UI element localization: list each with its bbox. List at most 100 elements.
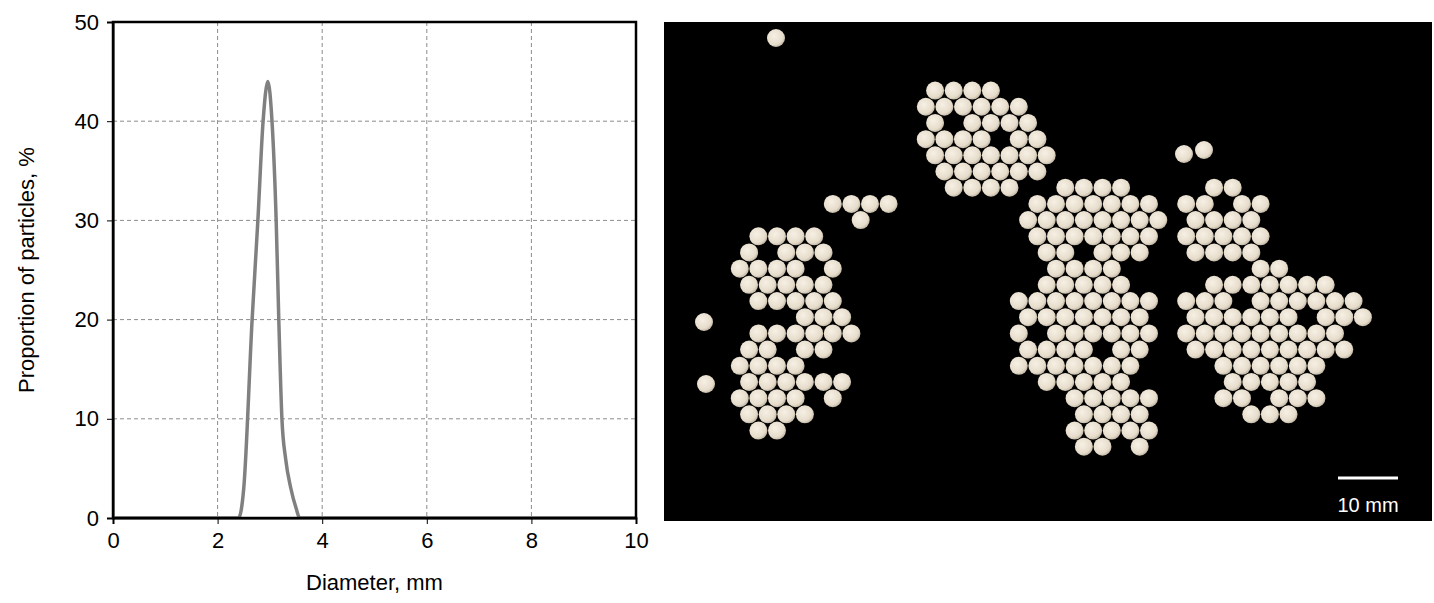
bead — [1224, 179, 1242, 197]
bead — [1094, 211, 1112, 229]
bead — [1307, 357, 1325, 375]
bead — [1047, 292, 1065, 310]
grid-line-x — [531, 22, 532, 518]
bead — [1326, 292, 1344, 310]
y-tick-label: 50 — [75, 10, 99, 35]
bead — [1270, 389, 1288, 407]
bead — [982, 146, 1000, 164]
bead — [1280, 276, 1298, 294]
bead — [1028, 292, 1046, 310]
y-axis-title: Proportion of particles, % — [14, 147, 39, 393]
bead — [1038, 373, 1056, 391]
grid-line-y — [113, 319, 636, 320]
bead — [945, 146, 963, 164]
bead — [1307, 389, 1325, 407]
x-tick: 8 — [526, 518, 538, 553]
bead — [1140, 324, 1158, 342]
bead — [1233, 324, 1251, 342]
bead — [1038, 341, 1056, 359]
bead — [1103, 292, 1121, 310]
bead — [1028, 163, 1046, 181]
bead — [731, 260, 749, 278]
bead — [935, 98, 953, 116]
scale-bar-label: 10 mm — [1337, 494, 1398, 516]
distribution-line — [113, 82, 636, 518]
bead — [1010, 163, 1028, 181]
bead — [768, 292, 786, 310]
bead — [1066, 324, 1084, 342]
bead — [796, 373, 814, 391]
bead — [1317, 341, 1335, 359]
bead — [917, 98, 935, 116]
bead — [861, 195, 879, 213]
bead — [777, 405, 795, 423]
bead — [954, 130, 972, 148]
bead — [1280, 373, 1298, 391]
bead — [1112, 211, 1130, 229]
bead — [1177, 324, 1195, 342]
bead — [1270, 260, 1288, 278]
scale-bar — [1338, 477, 1398, 480]
y-tick-label: 20 — [75, 307, 99, 332]
bead — [695, 313, 713, 331]
bead — [1112, 308, 1130, 326]
bead — [1214, 227, 1232, 245]
bead — [1326, 324, 1344, 342]
bead — [1019, 308, 1037, 326]
bead — [749, 324, 767, 342]
bead — [1280, 341, 1298, 359]
bead — [1112, 373, 1130, 391]
bead — [1010, 292, 1028, 310]
bead — [1354, 308, 1372, 326]
bead — [852, 211, 870, 229]
bead — [926, 114, 944, 132]
bead — [1019, 114, 1037, 132]
bead — [1121, 324, 1139, 342]
bead — [1270, 357, 1288, 375]
bead — [1175, 145, 1193, 163]
bead — [1038, 211, 1056, 229]
bead — [1103, 389, 1121, 407]
x-tick-label: 8 — [526, 528, 538, 553]
beads — [695, 29, 1372, 456]
x-axis-line — [114, 519, 637, 525]
bead — [1233, 357, 1251, 375]
bead — [768, 324, 786, 342]
bead — [880, 195, 898, 213]
bead — [768, 260, 786, 278]
bead — [1224, 308, 1242, 326]
bead — [1242, 243, 1260, 261]
bead — [1066, 260, 1084, 278]
bead — [787, 227, 805, 245]
bead — [787, 357, 805, 375]
bead — [833, 373, 851, 391]
x-tick: 10 — [624, 518, 648, 553]
bead — [759, 276, 777, 294]
bead — [1242, 341, 1260, 359]
bead — [1075, 438, 1093, 456]
bead — [1131, 211, 1149, 229]
bead — [1028, 130, 1046, 148]
bead — [1252, 292, 1270, 310]
bead — [1177, 227, 1195, 245]
bead — [1084, 260, 1102, 278]
bead — [1214, 357, 1232, 375]
bead — [1140, 389, 1158, 407]
bead — [1298, 276, 1316, 294]
bead — [1010, 130, 1028, 148]
bead — [1066, 292, 1084, 310]
bead — [1075, 373, 1093, 391]
bead — [1270, 292, 1288, 310]
bead — [1317, 308, 1335, 326]
y-tick: 20 — [75, 307, 113, 332]
bead — [1038, 243, 1056, 261]
bead — [1121, 389, 1139, 407]
bead — [1298, 373, 1316, 391]
bead — [1289, 324, 1307, 342]
bead — [767, 29, 785, 47]
bead — [796, 405, 814, 423]
bead — [1103, 357, 1121, 375]
bead — [749, 260, 767, 278]
bead — [1140, 292, 1158, 310]
bead — [1084, 389, 1102, 407]
